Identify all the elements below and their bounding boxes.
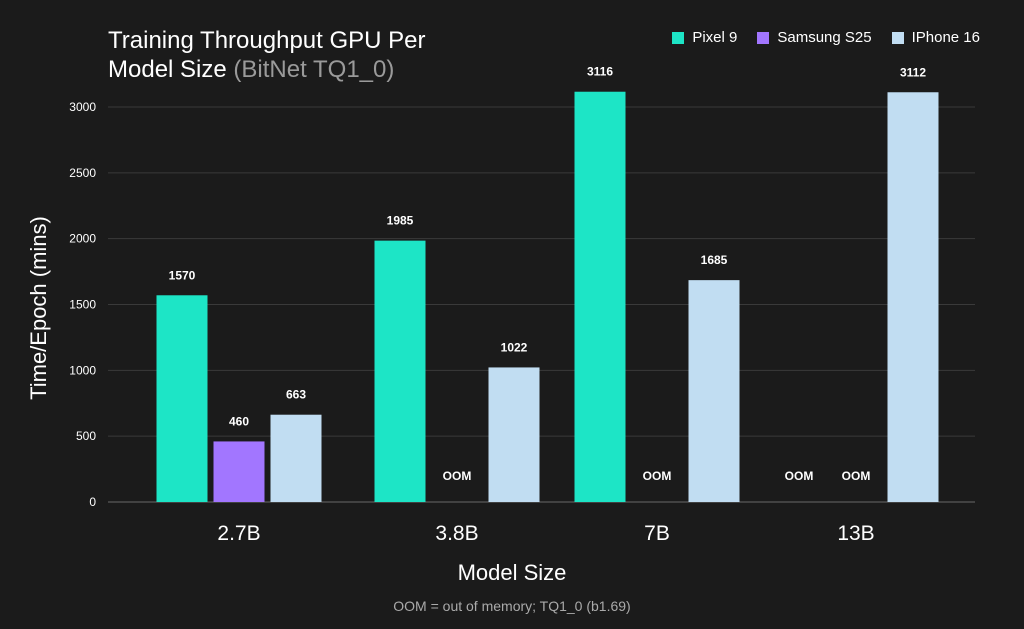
oom-label-samsung-s25-13B: OOM	[842, 469, 871, 483]
chart-title-main: Training Throughput GPU Per Model Size	[108, 27, 426, 83]
x-tick-label-13B: 13B	[837, 522, 874, 545]
x-tick-label-2.7B: 2.7B	[217, 522, 260, 545]
bar-pixel-9-7B	[574, 91, 626, 502]
legend: Pixel 9 Samsung S25 IPhone 16	[672, 29, 980, 46]
legend-label-pixel9: Pixel 9	[692, 29, 738, 46]
data-label-samsung-s25-2.7B: 460	[229, 414, 249, 428]
data-label-iphone-16-3.8B: 1022	[501, 340, 528, 354]
y-tick-label-1500: 1500	[69, 298, 96, 312]
x-axis-label: Model Size	[458, 560, 567, 585]
legend-label-iphone16: IPhone 16	[911, 29, 980, 46]
x-tick-label-3.8B: 3.8B	[435, 522, 478, 545]
oom-label-samsung-s25-3.8B: OOM	[443, 469, 472, 483]
legend-item-pixel9: Pixel 9	[672, 29, 737, 46]
y-tick-label-2500: 2500	[69, 166, 96, 180]
data-label-pixel-9-2.7B: 1570	[169, 268, 196, 282]
legend-item-samsung-s25: Samsung S25	[757, 29, 872, 46]
bar-iphone-16-13B	[887, 92, 939, 503]
bar-pixel-9-2.7B	[156, 295, 208, 502]
bar-pixel-9-3.8B	[374, 240, 426, 502]
y-tick-label-500: 500	[76, 429, 96, 443]
legend-swatch-iphone16	[891, 31, 904, 44]
data-label-iphone-16-2.7B: 663	[286, 388, 306, 402]
data-label-pixel-9-7B: 3116	[587, 65, 613, 79]
oom-label-pixel-9-13B: OOM	[785, 469, 814, 483]
bar-iphone-16-7B	[688, 280, 740, 502]
chart-title: Training Throughput GPU Per Model Size (…	[108, 26, 468, 84]
chart-title-sub: (BitNet TQ1_0)	[233, 56, 395, 83]
y-tick-label-2000: 2000	[69, 232, 96, 246]
legend-swatch-samsung-s25	[757, 31, 770, 44]
bar-samsung-s25-2.7B	[213, 441, 265, 502]
legend-swatch-pixel9	[672, 31, 685, 44]
data-label-iphone-16-7B: 1685	[701, 253, 728, 267]
legend-item-iphone16: IPhone 16	[891, 29, 980, 46]
oom-label-samsung-s25-7B: OOM	[643, 469, 672, 483]
x-tick-label-7B: 7B	[644, 522, 670, 545]
bar-iphone-16-3.8B	[488, 367, 540, 502]
y-axis-label: Time/Epoch (mins)	[26, 216, 51, 400]
legend-label-samsung-s25: Samsung S25	[777, 29, 872, 46]
bar-iphone-16-2.7B	[270, 414, 322, 502]
footnote: OOM = out of memory; TQ1_0 (b1.69)	[393, 598, 631, 614]
data-label-pixel-9-3.8B: 1985	[387, 214, 414, 228]
y-tick-label-1000: 1000	[69, 363, 96, 377]
y-tick-label-3000: 3000	[69, 100, 96, 114]
data-label-iphone-16-13B: 3112	[900, 65, 926, 79]
y-tick-label-0: 0	[89, 495, 96, 509]
